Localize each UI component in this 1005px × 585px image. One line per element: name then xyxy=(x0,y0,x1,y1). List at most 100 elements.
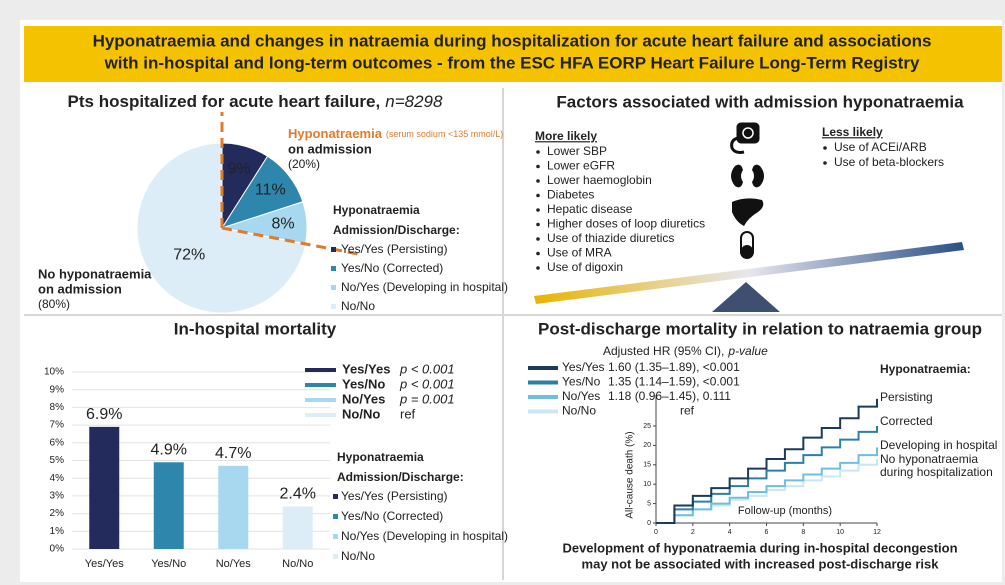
end-label: Corrected xyxy=(880,414,933,428)
end-label: No hyponatraemia xyxy=(880,452,978,466)
list-title: Less likely xyxy=(822,125,883,139)
hr-header-p: p-value xyxy=(727,344,768,358)
footer: Development of hyponatraemia during in-h… xyxy=(562,540,957,555)
legend-swatch xyxy=(331,304,336,309)
p-value: p = 0.001 xyxy=(399,391,455,406)
hr-header: Adjusted HR (95% CI), p-value xyxy=(603,344,768,358)
chart-title: Pts hospitalized for acute heart failure… xyxy=(68,92,443,111)
bar xyxy=(218,465,249,549)
x-tick-label: Yes/Yes xyxy=(85,558,124,570)
seesaw-fulcrum xyxy=(712,282,780,312)
annotation: on admission xyxy=(288,141,372,156)
bullet xyxy=(536,222,540,227)
end-label: Persisting xyxy=(880,390,933,404)
x-tick-label: 8 xyxy=(801,529,805,536)
y-tick-label: 8% xyxy=(50,402,65,413)
x-tick-label: No/No xyxy=(282,558,313,570)
legend-label: Yes/Yes (Persisting) xyxy=(341,242,448,256)
x-tick-label: 2 xyxy=(691,529,695,536)
bullet xyxy=(536,193,540,198)
hr-value: 1.35 (1.14–1.59), <0.001 xyxy=(608,375,740,389)
y-tick-label: 4% xyxy=(50,473,65,484)
y-tick-label: 5% xyxy=(50,455,65,466)
legend-label: No/Yes (Developing in hospital) xyxy=(341,280,508,294)
legend-label: No/Yes xyxy=(562,389,600,403)
legend-swatch xyxy=(331,266,336,271)
footer: may not be associated with increased pos… xyxy=(582,556,940,571)
chart-title: Post-discharge mortality in relation to … xyxy=(538,319,982,338)
bullet xyxy=(536,251,540,256)
value-label: 4.7% xyxy=(215,445,251,462)
annotation: (20%) xyxy=(288,157,320,171)
y-axis-label: All-cause death (%) xyxy=(625,431,636,518)
legend-label: Yes/No xyxy=(342,376,385,391)
legend-swatch xyxy=(331,285,336,290)
icon-bp xyxy=(730,122,760,154)
legend-swatch xyxy=(333,534,338,539)
y-tick-label: 3% xyxy=(50,491,65,502)
chart-title: In-hospital mortality xyxy=(174,319,337,338)
list-item: Higher doses of loop diuretics xyxy=(547,217,705,231)
list-title: More likely xyxy=(535,129,597,143)
value-label: 2.4% xyxy=(280,486,316,503)
p-value: p < 0.001 xyxy=(399,361,455,376)
x-axis-label: Follow-up (months) xyxy=(738,505,832,517)
hr-value: 1.18 (0.96–1.45), 0.111 xyxy=(608,389,731,403)
list-item: Use of thiazide diuretics xyxy=(547,231,674,245)
title-n: n=8298 xyxy=(385,92,443,111)
bullet xyxy=(536,150,540,154)
bullet xyxy=(823,161,827,165)
end-label: during hospitalization xyxy=(880,465,993,479)
legend-label: No/No xyxy=(341,299,375,313)
y-tick-label: 1% xyxy=(50,526,65,537)
header-title: with in-hospital and long-term outcomes … xyxy=(104,53,920,72)
legend-label: Yes/No (Corrected) xyxy=(341,261,443,275)
y-tick-label: 7% xyxy=(50,420,65,431)
hr-value: ref xyxy=(680,404,695,418)
y-tick-label: 15 xyxy=(643,462,651,469)
y-tick-label: 0 xyxy=(647,520,651,527)
icon-pill xyxy=(740,231,754,259)
annotation: (80%) xyxy=(38,297,70,311)
value-label: 4.9% xyxy=(151,441,187,458)
hr-header-text: Adjusted HR (95% CI), xyxy=(603,344,724,358)
list-item: Lower haemoglobin xyxy=(547,173,652,187)
legend-label: No/Yes (Developing in hospital) xyxy=(341,529,508,543)
bullet xyxy=(536,266,540,270)
bullet xyxy=(823,146,827,150)
x-tick-label: 10 xyxy=(836,529,844,536)
legend-title: Hyponatraemia xyxy=(337,450,424,464)
list-item: Use of ACEi/ARB xyxy=(834,140,927,154)
legend-label: Yes/No xyxy=(562,375,601,389)
x-tick-label: 12 xyxy=(873,529,881,536)
legend-swatch xyxy=(331,247,336,252)
y-tick-label: 20 xyxy=(643,442,651,449)
bullet xyxy=(536,237,540,241)
legend-label: No/Yes xyxy=(342,391,385,406)
annotation-name: Hyponatraemia xyxy=(288,126,383,141)
y-tick-label: 2% xyxy=(50,508,65,519)
p-value: p < 0.001 xyxy=(399,376,455,391)
y-tick-label: 5 xyxy=(647,500,651,507)
y-tick-label: 0% xyxy=(50,544,65,555)
pie-label: 8% xyxy=(272,215,295,232)
annotation: on admission xyxy=(38,281,122,296)
legend-label: Yes/No (Corrected) xyxy=(341,509,443,523)
pie-label: 72% xyxy=(173,246,205,263)
x-tick-label: 0 xyxy=(654,529,658,536)
legend-label: No/No xyxy=(341,549,375,563)
value-label: 6.9% xyxy=(86,406,122,423)
legend-label: No/No xyxy=(342,406,380,421)
x-tick-label: 6 xyxy=(765,529,769,536)
end-label: Developing in hospital xyxy=(880,438,997,452)
annotation: No hyponatraemia xyxy=(38,266,152,281)
y-tick-label: 10 xyxy=(643,481,651,488)
bullet xyxy=(536,179,540,183)
pie-label: 11% xyxy=(255,182,286,199)
list-item: Use of MRA xyxy=(547,246,612,260)
end-label-title: Hyponatraemia: xyxy=(880,362,971,376)
bar xyxy=(89,426,120,549)
list-item: Use of beta-blockers xyxy=(834,155,944,169)
y-tick-label: 25 xyxy=(643,423,651,430)
